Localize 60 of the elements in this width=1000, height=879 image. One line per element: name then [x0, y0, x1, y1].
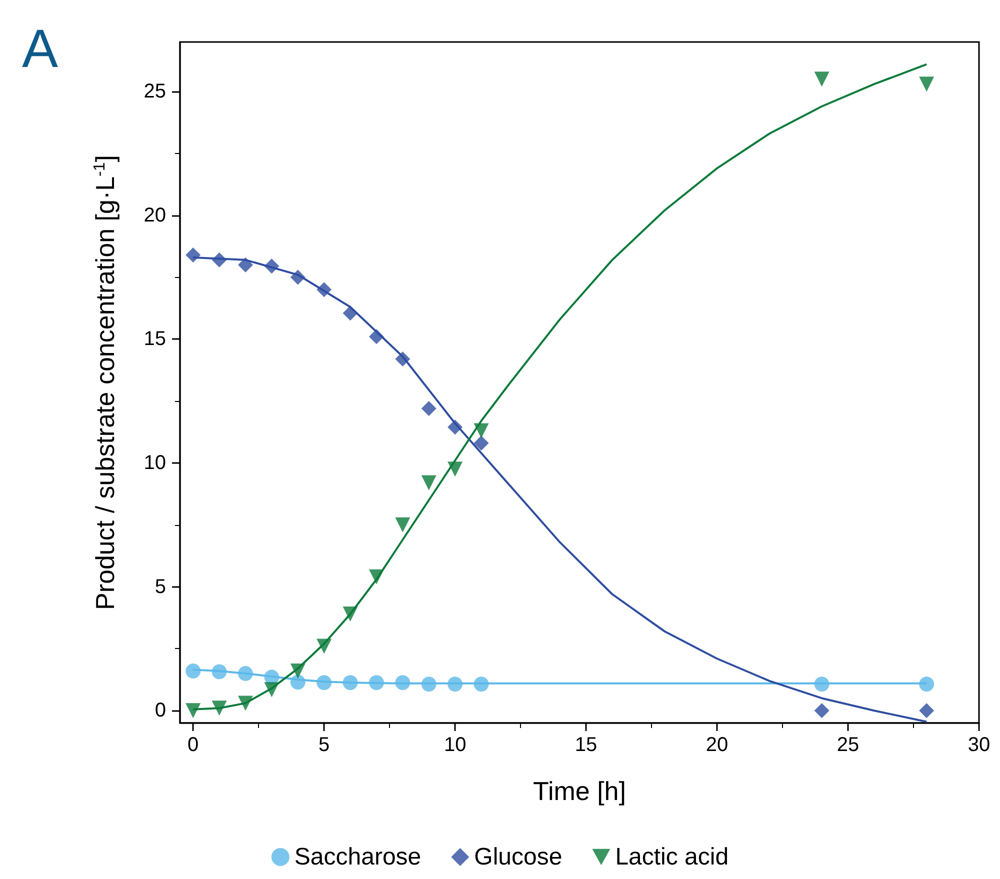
- point: [290, 270, 306, 285]
- point: [395, 351, 410, 366]
- point: [919, 76, 934, 92]
- y-tick-label: 5: [154, 576, 166, 598]
- point: [814, 676, 830, 692]
- x-tick-label: 30: [968, 734, 990, 756]
- point: [238, 257, 253, 272]
- y-tick-label: 20: [144, 204, 166, 226]
- x-tick-label: 15: [574, 734, 598, 756]
- point: [368, 329, 384, 344]
- x-tick-label: 25: [836, 734, 860, 756]
- point: [238, 666, 253, 681]
- point: [186, 247, 201, 262]
- point: [212, 252, 227, 268]
- y-axis-title: Product / substrate concentration [g·L-1]: [90, 154, 120, 610]
- y-tick-label: 10: [144, 452, 166, 474]
- point: [448, 420, 463, 435]
- point: [186, 703, 201, 718]
- point: [264, 258, 280, 274]
- point: [448, 462, 463, 477]
- point: [421, 676, 436, 692]
- point: [368, 569, 384, 584]
- point: [448, 676, 463, 692]
- x-tick-label: 5: [318, 734, 330, 756]
- point: [474, 436, 489, 451]
- point: [474, 423, 489, 438]
- point: [290, 674, 306, 690]
- point: [814, 703, 830, 718]
- point: [212, 664, 227, 680]
- point: [342, 606, 358, 622]
- legend-label: Glucose: [474, 844, 562, 870]
- point: [238, 696, 253, 711]
- point: [186, 664, 201, 678]
- point: [368, 675, 384, 690]
- point: [342, 675, 358, 690]
- point: [212, 700, 227, 716]
- point: [474, 676, 489, 692]
- point: [919, 703, 934, 718]
- y-tick-label: 15: [144, 328, 166, 350]
- point: [316, 638, 332, 654]
- x-tick-label: 10: [444, 734, 466, 756]
- point: [290, 663, 306, 678]
- legend-label: Lactic acid: [615, 844, 729, 870]
- y-tick-label: 0: [154, 700, 166, 722]
- x-axis-title: Time [h]: [533, 776, 626, 806]
- point: [919, 676, 934, 692]
- legend-label: Saccharose: [294, 844, 422, 870]
- point: [395, 517, 410, 532]
- point: [342, 306, 358, 321]
- point: [264, 682, 280, 698]
- point: [316, 282, 332, 298]
- x-tick-label: 20: [706, 734, 728, 756]
- text: A: [22, 19, 58, 79]
- y-tick-label: 25: [144, 80, 166, 103]
- point: [316, 675, 332, 690]
- point: [395, 675, 410, 690]
- x-tick-label: 0: [188, 734, 199, 756]
- point: [421, 401, 436, 416]
- point: [814, 72, 830, 87]
- point: [421, 475, 436, 490]
